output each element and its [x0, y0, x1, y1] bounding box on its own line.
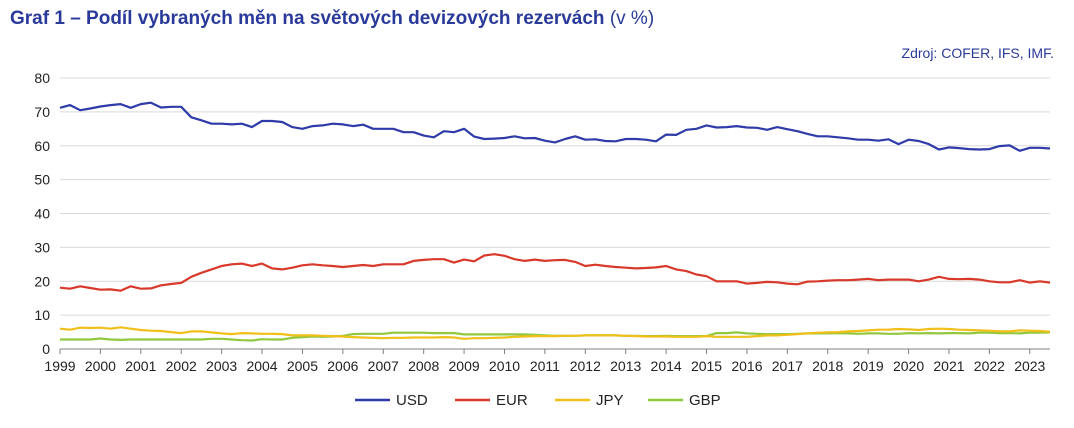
x-tick-label: 2005 — [287, 358, 318, 374]
x-tick-label: 2009 — [449, 358, 480, 374]
y-tick-label: 30 — [34, 239, 50, 255]
x-tick-label: 2000 — [85, 358, 116, 374]
x-tick-label: 2012 — [570, 358, 601, 374]
x-tick-label: 2014 — [651, 358, 682, 374]
x-tick-label: 2017 — [772, 358, 803, 374]
grid-lines — [60, 77, 1050, 316]
x-tick-label: 2010 — [489, 358, 520, 374]
series-line-usd — [59, 101, 1051, 152]
chart-title: Graf 1 – Podíl vybraných měn na světovýc… — [10, 8, 654, 30]
x-tick-label: 2022 — [974, 358, 1005, 374]
y-tick-label: 70 — [34, 104, 50, 120]
y-tick-label: 80 — [34, 70, 50, 86]
x-tick-label: 2021 — [933, 358, 964, 374]
chart-title-text: Graf 1 – Podíl vybraných měn na světovýc… — [10, 8, 605, 29]
chart-title-unit: (v %) — [609, 8, 655, 29]
x-tick-label: 2003 — [206, 358, 237, 374]
x-tick-label: 2002 — [166, 358, 197, 374]
y-tick-label: 60 — [34, 138, 50, 154]
series-line-jpy — [59, 326, 1051, 340]
series-line-eur — [59, 253, 1051, 292]
y-tick-label: 40 — [34, 206, 50, 222]
x-tick-label: 2023 — [1014, 358, 1045, 374]
legend-label-usd: USD — [396, 392, 428, 409]
series-lines — [59, 101, 1051, 342]
x-tick-label: 2004 — [246, 358, 277, 374]
y-axis: 0 10 20 30 40 50 60 70 80 — [34, 70, 50, 357]
x-axis: 1999 2000 2001 2002 2003 2004 2005 2006 2007 2008… — [44, 348, 1050, 374]
x-tick-label: 2016 — [731, 358, 762, 374]
legend-label-gbp: GBP — [689, 392, 721, 409]
legend-label-eur: EUR — [496, 392, 528, 409]
y-tick-label: 50 — [34, 172, 50, 188]
x-tick-label: 2007 — [368, 358, 399, 374]
x-tick-label: 2018 — [812, 358, 843, 374]
x-tick-label: 2013 — [610, 358, 641, 374]
x-tick-label: 2006 — [327, 358, 358, 374]
x-tick-label: 2015 — [691, 358, 722, 374]
chart-source: Zdroj: COFER, IFS, IMF. — [901, 45, 1054, 61]
legend: USD EUR JPY GBP — [355, 392, 721, 409]
y-tick-label: 10 — [34, 307, 50, 323]
x-tick-label: 2019 — [853, 358, 884, 374]
y-tick-label: 0 — [42, 341, 50, 357]
x-tick-label: 2001 — [125, 358, 156, 374]
legend-label-jpy: JPY — [596, 392, 624, 409]
x-tick-label: 2020 — [893, 358, 924, 374]
x-tick-label: 2011 — [530, 358, 560, 374]
x-tick-label: 1999 — [44, 358, 75, 374]
y-tick-label: 20 — [34, 273, 50, 289]
x-tick-label: 2008 — [408, 358, 439, 374]
